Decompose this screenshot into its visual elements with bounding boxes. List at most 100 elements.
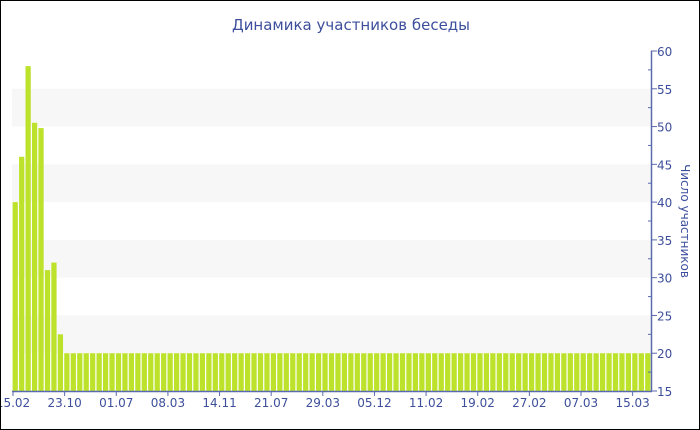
bar bbox=[399, 353, 406, 391]
bar bbox=[354, 353, 360, 391]
x-tick-label: 27.02 bbox=[512, 396, 546, 410]
bar bbox=[496, 353, 502, 391]
bar bbox=[77, 353, 83, 391]
bar bbox=[374, 353, 380, 391]
bar bbox=[348, 353, 354, 391]
x-tick-label: 15.02 bbox=[1, 396, 30, 410]
bar bbox=[632, 353, 638, 391]
bar bbox=[516, 353, 522, 391]
x-tick-label: 07.03 bbox=[564, 396, 598, 410]
bar bbox=[135, 353, 141, 391]
bar bbox=[83, 353, 89, 391]
bar bbox=[115, 353, 122, 391]
y-axis-label: Число участников bbox=[678, 164, 692, 278]
bar bbox=[12, 202, 18, 391]
y-tick-label: 25 bbox=[657, 309, 672, 323]
bar bbox=[490, 353, 496, 391]
bar bbox=[432, 353, 438, 391]
x-tick-label: 21.07 bbox=[254, 396, 288, 410]
x-tick-label: 01.07 bbox=[99, 396, 133, 410]
bar bbox=[180, 353, 186, 391]
bar bbox=[277, 353, 283, 391]
x-tick-label: 11.02 bbox=[409, 396, 443, 410]
bar bbox=[412, 353, 419, 391]
bar bbox=[625, 353, 632, 391]
x-tick-label: 15.03 bbox=[615, 396, 649, 410]
x-tick-label: 08.03 bbox=[151, 396, 185, 410]
bar bbox=[386, 353, 393, 391]
bar bbox=[541, 353, 548, 391]
bar bbox=[232, 353, 238, 391]
bar bbox=[141, 353, 147, 391]
bar bbox=[599, 353, 606, 391]
bar bbox=[238, 353, 244, 391]
bar bbox=[309, 353, 315, 391]
bar bbox=[612, 353, 619, 391]
bar bbox=[361, 353, 367, 391]
bar bbox=[406, 353, 412, 391]
bar bbox=[638, 353, 644, 391]
bar bbox=[25, 66, 31, 391]
x-tick-label: 14.11 bbox=[202, 396, 236, 410]
bar bbox=[606, 353, 612, 391]
y-tick-label: 50 bbox=[657, 121, 672, 135]
bar bbox=[380, 353, 386, 391]
bar bbox=[96, 353, 102, 391]
bar bbox=[90, 353, 96, 391]
bar bbox=[122, 353, 128, 391]
y-tick-label: 30 bbox=[657, 272, 672, 286]
bar bbox=[464, 353, 470, 391]
x-tick-label: 19.02 bbox=[461, 396, 495, 410]
bar bbox=[580, 353, 586, 391]
bar bbox=[44, 270, 51, 391]
bar bbox=[645, 353, 651, 391]
bar bbox=[290, 353, 296, 391]
bar bbox=[51, 262, 57, 391]
chart-title: Динамика участников беседы bbox=[232, 16, 470, 34]
bar bbox=[283, 353, 289, 391]
bar bbox=[206, 353, 212, 391]
bar bbox=[328, 353, 335, 391]
bar bbox=[457, 353, 464, 391]
y-tick-label: 60 bbox=[657, 45, 672, 59]
bar bbox=[335, 353, 341, 391]
bar bbox=[57, 334, 64, 391]
bar bbox=[548, 353, 554, 391]
bar bbox=[186, 353, 193, 391]
bar bbox=[270, 353, 277, 391]
bar bbox=[503, 353, 509, 391]
bar bbox=[619, 353, 625, 391]
bar bbox=[244, 353, 251, 391]
bar bbox=[251, 353, 257, 391]
bar bbox=[574, 353, 580, 391]
bar bbox=[587, 353, 593, 391]
bar bbox=[535, 353, 541, 391]
bar bbox=[554, 353, 561, 391]
bar bbox=[425, 353, 431, 391]
bar bbox=[567, 353, 573, 391]
x-tick-label: 05.12 bbox=[357, 396, 391, 410]
grid-band bbox=[12, 88, 651, 127]
bar bbox=[561, 353, 567, 391]
grid-band bbox=[12, 164, 651, 203]
x-tick-label: 29.03 bbox=[306, 396, 340, 410]
bar bbox=[341, 353, 348, 391]
bar bbox=[483, 353, 490, 391]
bar bbox=[303, 353, 309, 391]
bar bbox=[477, 353, 483, 391]
bar bbox=[225, 353, 231, 391]
bar bbox=[154, 353, 160, 391]
bar bbox=[445, 353, 451, 391]
bar bbox=[212, 353, 218, 391]
bar bbox=[419, 353, 425, 391]
bar bbox=[161, 353, 167, 391]
bar bbox=[257, 353, 264, 391]
bar bbox=[438, 353, 444, 391]
bar bbox=[102, 353, 109, 391]
bar bbox=[219, 353, 225, 391]
bar bbox=[128, 353, 135, 391]
bar bbox=[264, 353, 270, 391]
bar bbox=[509, 353, 515, 391]
